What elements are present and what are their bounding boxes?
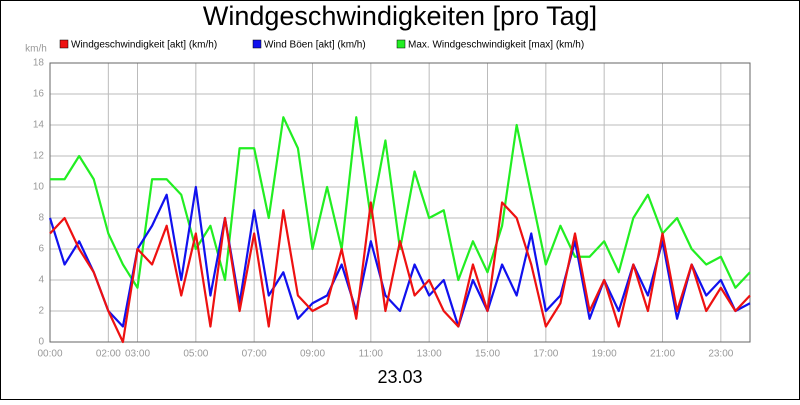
- x-tick-label: 23:00: [708, 349, 733, 360]
- series-line: [50, 116, 751, 289]
- y-tick-label: 18: [33, 58, 45, 69]
- x-tick-label: 11:00: [359, 349, 384, 360]
- x-tick-label: 15:00: [475, 349, 500, 360]
- y-unit: km/h: [25, 44, 47, 55]
- x-tick-label: 07:00: [242, 349, 267, 360]
- x-tick-label: 21:00: [650, 349, 675, 360]
- x-tick-label: 09:00: [300, 349, 325, 360]
- legend-label: Windgeschwindigkeit [akt] (km/h): [71, 40, 217, 51]
- y-tick-label: 16: [33, 89, 45, 100]
- y-tick-label: 0: [38, 337, 44, 348]
- y-tick-label: 8: [38, 213, 44, 224]
- legend-swatch: [396, 39, 406, 49]
- chart-title: Windgeschwindigkeiten [pro Tag]: [203, 1, 597, 31]
- x-label: 23.03: [377, 367, 422, 387]
- x-tick-label: 02:00: [96, 349, 121, 360]
- y-tick-label: 4: [38, 275, 44, 286]
- x-tick-label: 19:00: [592, 349, 617, 360]
- plot-border: [49, 62, 751, 343]
- x-tick-label: 05:00: [183, 349, 208, 360]
- x-tick-label: 17:00: [533, 349, 558, 360]
- legend-swatch: [59, 39, 69, 49]
- plot-area: [50, 63, 750, 342]
- y-tick-label: 6: [38, 244, 44, 255]
- series-line: [49, 201, 751, 344]
- legend-swatch: [252, 39, 262, 49]
- legend-label: Wind Böen [akt] (km/h): [264, 40, 366, 51]
- x-tick-label: 00:00: [37, 349, 62, 360]
- y-tick-label: 2: [38, 306, 44, 317]
- y-tick-label: 12: [33, 151, 45, 162]
- x-tick-label: 03:00: [125, 349, 150, 360]
- y-tick-label: 10: [33, 182, 45, 193]
- y-tick-label: 14: [33, 120, 45, 131]
- legend-label: Max. Windgeschwindigkeit [max] (km/h): [408, 40, 584, 51]
- x-tick-label: 13:00: [417, 349, 442, 360]
